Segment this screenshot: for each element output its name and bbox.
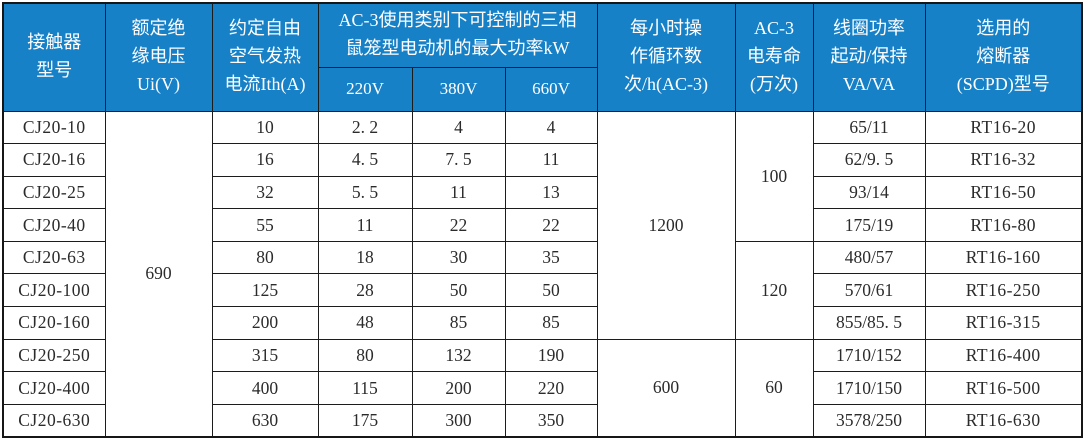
cell-model: CJ20-250 xyxy=(2,338,106,373)
cell-coil-power: 65/11 xyxy=(812,110,926,145)
cell-power-380: 4 xyxy=(411,110,506,145)
cell-ith: 32 xyxy=(211,175,319,210)
cell-model: CJ20-25 xyxy=(2,175,106,210)
table-row: CJ20-40 55 11 22 22 175/19 RT16-80 xyxy=(2,208,1083,242)
cell-power-220: 5. 5 xyxy=(317,175,413,210)
cell-fuse-model: RT16-50 xyxy=(924,175,1083,210)
cell-power-660: 350 xyxy=(504,403,598,438)
cell-cycles-600: 600 xyxy=(596,338,736,438)
cell-model: CJ20-400 xyxy=(2,371,106,405)
table-row: CJ20-100 125 28 50 50 570/61 RT16-250 xyxy=(2,273,1083,308)
header-cell-ith: 约定自由 空气发热 电流Ith(A) xyxy=(211,2,319,112)
cell-power-220: 175 xyxy=(317,403,413,438)
cell-coil-power: 175/19 xyxy=(812,208,926,242)
table-row: CJ20-25 32 5. 5 11 13 93/14 RT16-50 xyxy=(2,175,1083,210)
cell-model: CJ20-40 xyxy=(2,208,106,242)
cell-power-380: 11 xyxy=(411,175,506,210)
header-cell-cycles: 每小时操 作循环数 次/h(AC-3) xyxy=(596,2,736,112)
cell-ith: 10 xyxy=(211,110,319,145)
cell-ith: 630 xyxy=(211,403,319,438)
cell-coil-power: 855/85. 5 xyxy=(812,306,926,340)
cell-power-660: 190 xyxy=(504,338,598,373)
cell-power-660: 220 xyxy=(504,371,598,405)
cell-power-660: 50 xyxy=(504,273,598,308)
table-header: 接触器 型号 额定绝 缘电压 Ui(V) 约定自由 空气发热 电流Ith(A) … xyxy=(2,2,1083,112)
header-cell-660v: 660V xyxy=(504,66,598,112)
cell-fuse-model: RT16-160 xyxy=(924,240,1083,275)
table-row: CJ20-63 80 18 30 35 120 480/57 RT16-160 xyxy=(2,240,1083,340)
cell-power-220: 4. 5 xyxy=(317,143,413,177)
cell-model: CJ20-16 xyxy=(2,143,106,177)
header-cell-ui: 额定绝 缘电压 Ui(V) xyxy=(104,2,213,112)
cell-power-380: 132 xyxy=(411,338,506,373)
header-cell-380v: 380V xyxy=(411,66,506,112)
cell-power-380: 200 xyxy=(411,371,506,405)
cell-fuse-model: RT16-32 xyxy=(924,143,1083,177)
cell-life-120: 120 xyxy=(734,240,814,340)
cell-ith: 315 xyxy=(211,338,319,373)
cell-power-380: 50 xyxy=(411,273,506,308)
cell-power-660: 85 xyxy=(504,306,598,340)
cell-ith: 80 xyxy=(211,240,319,275)
cell-coil-power: 1710/152 xyxy=(812,338,926,373)
cell-coil-power: 62/9. 5 xyxy=(812,143,926,177)
cell-power-220: 18 xyxy=(317,240,413,275)
cell-life-60: 60 xyxy=(734,338,814,438)
cell-ith: 200 xyxy=(211,306,319,340)
cell-power-220: 115 xyxy=(317,371,413,405)
cell-fuse-model: RT16-500 xyxy=(924,371,1083,405)
header-cell-220v: 220V xyxy=(317,66,413,112)
cell-fuse-model: RT16-315 xyxy=(924,306,1083,340)
cell-fuse-model: RT16-630 xyxy=(924,403,1083,438)
table-row: CJ20-630 630 175 300 350 3578/250 RT16-6… xyxy=(2,403,1083,438)
cell-ui-voltage: 690 xyxy=(104,110,213,438)
cell-ith: 55 xyxy=(211,208,319,242)
cell-power-380: 7. 5 xyxy=(411,143,506,177)
table-row: CJ20-16 16 4. 5 7. 5 11 62/9. 5 RT16-32 xyxy=(2,143,1083,177)
cell-fuse-model: RT16-400 xyxy=(924,338,1083,373)
cell-ith: 125 xyxy=(211,273,319,308)
cell-power-220: 48 xyxy=(317,306,413,340)
header-cell-coil: 线圈功率 起动/保持 VA/VA xyxy=(812,2,926,112)
cell-life-100: 100 xyxy=(734,110,814,242)
cell-power-660: 35 xyxy=(504,240,598,275)
table-row: CJ20-400 400 115 200 220 1710/150 RT16-5… xyxy=(2,371,1083,405)
header-cell-fuse: 选用的 熔断器 (SCPD)型号 xyxy=(924,2,1083,112)
cell-fuse-model: RT16-250 xyxy=(924,273,1083,308)
cell-model: CJ20-10 xyxy=(2,110,106,145)
header-cell-life: AC-3 电寿命 (万次) xyxy=(734,2,814,112)
table-body: CJ20-10 690 10 2. 2 4 4 1200 100 65/11 R… xyxy=(2,110,1083,438)
cell-fuse-model: RT16-80 xyxy=(924,208,1083,242)
cell-power-220: 28 xyxy=(317,273,413,308)
cell-cycles-1200: 1200 xyxy=(596,110,736,340)
cell-model: CJ20-630 xyxy=(2,403,106,438)
cell-coil-power: 480/57 xyxy=(812,240,926,275)
cell-model: CJ20-160 xyxy=(2,306,106,340)
cell-power-220: 80 xyxy=(317,338,413,373)
cell-coil-power: 3578/250 xyxy=(812,403,926,438)
cell-model: CJ20-100 xyxy=(2,273,106,308)
cell-fuse-model: RT16-20 xyxy=(924,110,1083,145)
cell-coil-power: 93/14 xyxy=(812,175,926,210)
cell-power-380: 22 xyxy=(411,208,506,242)
cell-ith: 16 xyxy=(211,143,319,177)
header-cell-model: 接触器 型号 xyxy=(2,2,106,112)
header-cell-ac3-group: AC-3使用类别下可控制的三相 鼠笼型电动机的最大功率kW xyxy=(317,2,598,68)
cell-coil-power: 1710/150 xyxy=(812,371,926,405)
cell-power-220: 11 xyxy=(317,208,413,242)
table-row: CJ20-250 315 80 132 190 600 60 1710/152 … xyxy=(2,338,1083,438)
cell-power-380: 85 xyxy=(411,306,506,340)
cell-model: CJ20-63 xyxy=(2,240,106,275)
cell-power-660: 11 xyxy=(504,143,598,177)
cell-power-380: 30 xyxy=(411,240,506,275)
cell-coil-power: 570/61 xyxy=(812,273,926,308)
cell-power-660: 22 xyxy=(504,208,598,242)
cell-power-220: 2. 2 xyxy=(317,110,413,145)
cell-power-660: 4 xyxy=(504,110,598,145)
cell-power-660: 13 xyxy=(504,175,598,210)
cell-ith: 400 xyxy=(211,371,319,405)
cell-power-380: 300 xyxy=(411,403,506,438)
table-row: CJ20-10 690 10 2. 2 4 4 1200 100 65/11 R… xyxy=(2,110,1083,438)
